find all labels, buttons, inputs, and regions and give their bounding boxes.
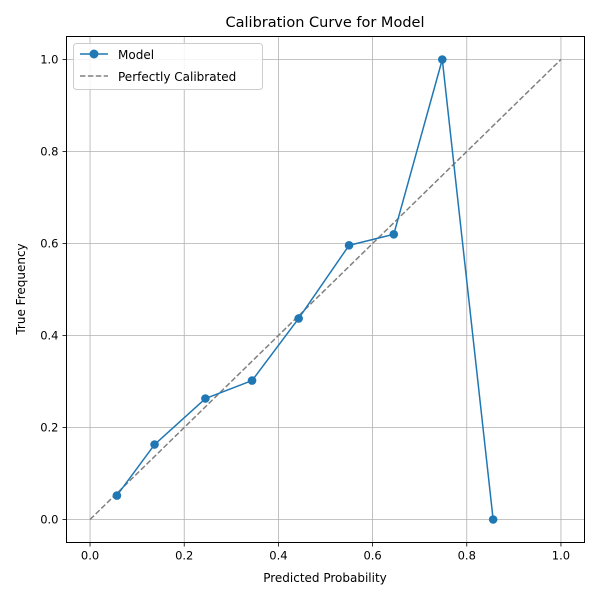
x-tick-label: 0.8 <box>458 549 476 563</box>
model-point <box>344 241 354 250</box>
model-point <box>488 515 498 524</box>
legend-model-marker <box>89 49 99 59</box>
y-tick-label: 0.8 <box>40 145 58 159</box>
legend-box <box>73 43 263 90</box>
model-point <box>201 394 210 403</box>
x-axis-ticks: 0.0 0.2 0.4 0.6 0.8 1.0 <box>81 542 570 563</box>
x-tick-label: 1.0 <box>552 549 570 563</box>
y-axis-ticks: 0.0 0.2 0.4 0.6 0.8 1.0 <box>40 53 67 527</box>
model-point <box>112 491 122 500</box>
model-point <box>437 55 447 64</box>
y-tick-label: 0.0 <box>40 513 58 527</box>
x-axis-label: Predicted Probability <box>263 571 387 585</box>
plot-series <box>89 55 562 524</box>
y-tick-label: 0.2 <box>40 421 58 435</box>
plot-frame <box>66 36 585 543</box>
y-tick-label: 1.0 <box>40 53 58 67</box>
perfectly-calibrated-line <box>89 58 562 521</box>
legend-model-label: Model <box>118 48 154 62</box>
y-tick-label: 0.6 <box>40 237 58 251</box>
x-tick-label: 0.0 <box>81 549 99 563</box>
y-tick-label: 0.4 <box>40 329 58 343</box>
x-tick-label: 0.6 <box>363 549 381 563</box>
model-point <box>389 230 399 239</box>
legend-calibrated-label: Perfectly Calibrated <box>118 70 236 84</box>
model-point <box>150 440 159 449</box>
y-axis-label: True Frequency <box>14 243 28 335</box>
model-point <box>247 376 257 385</box>
grid <box>66 36 585 543</box>
legend: Model Perfectly Calibrated <box>73 43 263 90</box>
model-point <box>294 314 303 323</box>
chart-title: Calibration Curve for Model <box>226 15 425 31</box>
x-tick-label: 0.2 <box>175 549 193 563</box>
x-tick-label: 0.4 <box>269 549 287 563</box>
